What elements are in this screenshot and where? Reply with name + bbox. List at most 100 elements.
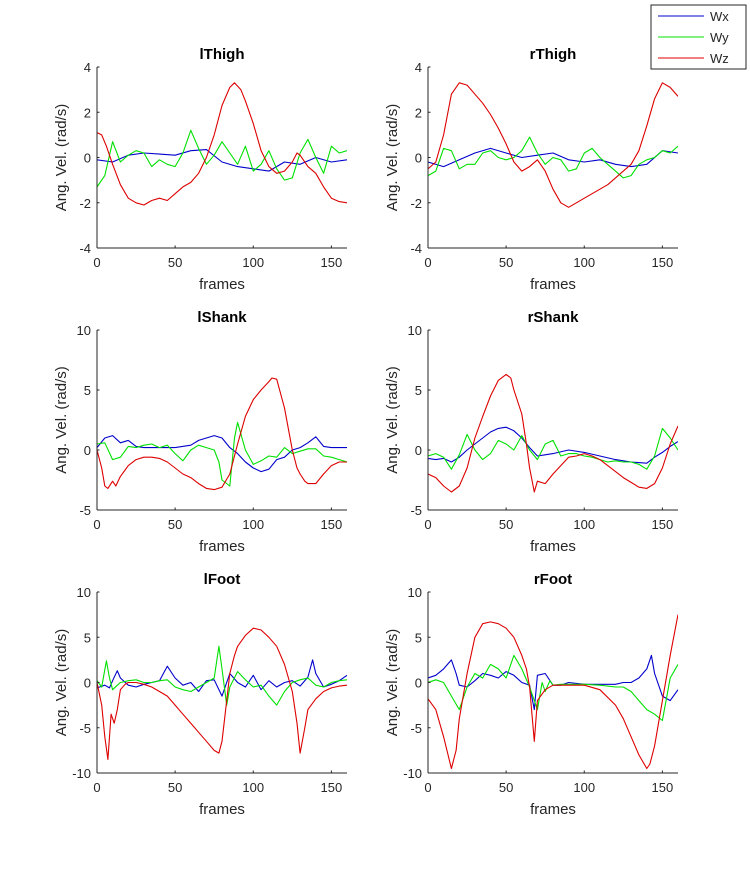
y-tick-label: -4 [79,241,91,256]
x-tick-label: 0 [93,255,100,270]
x-tick-label: 150 [321,517,343,532]
y-tick-label: 0 [415,676,422,691]
y-tick-label: -5 [79,503,91,518]
y-tick-label: -2 [79,196,91,211]
series-wy-line [428,654,678,722]
y-tick-label: -4 [410,241,422,256]
x-tick-label: 100 [573,255,595,270]
series-wx-line [97,435,347,473]
y-tick-label: 0 [84,151,91,166]
y-tick-label: -5 [79,721,91,736]
y-tick-label: 5 [84,383,91,398]
x-axis-label: frames [199,538,245,555]
series-wz-line [97,82,347,206]
y-tick-label: 2 [415,105,422,120]
series-wx-line [428,147,678,168]
x-axis-label: frames [199,801,245,818]
y-tick-label: 10 [408,323,422,338]
y-tick-label: 4 [415,60,422,75]
y-tick-label: 10 [77,585,91,600]
x-tick-label: 0 [93,780,100,795]
x-tick-label: 100 [242,517,264,532]
series-wy-line [428,427,678,470]
series-group [428,373,678,493]
legend-label-wz: Wz [710,51,729,66]
y-tick-label: -5 [410,721,422,736]
plot-rfoot: 0 50 100 150 -10 -5 0 5 10 rFoot frames Ang. Vel. (… [384,571,678,818]
legend-label-wx: Wx [710,9,729,24]
series-wy-line [97,129,347,188]
y-axis-label: Ang. Vel. (rad/s) [384,366,401,474]
series-group [97,82,347,206]
x-tick-label: 50 [168,517,182,532]
x-tick-label: 150 [321,255,343,270]
series-group [428,614,678,770]
x-tick-label: 50 [499,517,513,532]
x-tick-label: 0 [424,255,431,270]
plot-title: rThigh [530,46,577,63]
series-wz-line [97,627,347,760]
legend-label-wy: Wy [710,30,729,45]
y-tick-label: 5 [84,630,91,645]
plot-title: lThigh [200,46,245,63]
y-tick-label: 10 [408,585,422,600]
x-tick-label: 50 [168,780,182,795]
x-tick-label: 150 [652,517,674,532]
x-tick-label: 50 [499,255,513,270]
x-tick-label: 100 [573,780,595,795]
plot-title: rFoot [534,571,572,588]
plot-lfoot: 0 50 100 150 -10 -5 0 5 10 lFoot frames Ang. Vel. (… [53,571,347,818]
y-tick-label: -10 [72,766,91,781]
plot-rthigh: 0 50 100 150 -4 -2 0 2 4 rThigh frames Ang. Vel. (r… [384,46,678,293]
series-wz-line [428,82,678,208]
x-axis-label: frames [530,538,576,555]
y-axis-label: Ang. Vel. (rad/s) [53,104,70,212]
legend: Wx Wy Wz [650,4,747,70]
series-wz-line [428,614,678,770]
plot-title: rShank [528,309,580,326]
y-tick-label: 0 [415,443,422,458]
series-wx-line [428,654,678,711]
x-tick-label: 50 [499,780,513,795]
x-axis-label: frames [199,276,245,293]
x-tick-label: 0 [424,517,431,532]
y-tick-label: 0 [84,676,91,691]
plot-title: lShank [197,309,247,326]
plot-lthigh: 0 50 100 150 -4 -2 0 2 4 lThigh frames Ang. Vel. (r… [53,46,347,293]
x-tick-label: 0 [93,517,100,532]
y-tick-label: 0 [84,443,91,458]
series-wy-line [97,645,347,706]
series-group [97,627,347,760]
y-tick-label: -5 [410,503,422,518]
plot-title: lFoot [204,571,241,588]
x-axis-label: frames [530,801,576,818]
series-wz-line [97,377,347,491]
series-group [97,377,347,491]
series-wy-line [97,421,347,487]
y-axis-label: Ang. Vel. (rad/s) [53,629,70,737]
x-tick-label: 100 [573,517,595,532]
y-tick-label: 10 [77,323,91,338]
x-tick-label: 0 [424,780,431,795]
series-wx-line [97,659,347,697]
series-group [428,82,678,208]
x-tick-label: 100 [242,255,264,270]
y-tick-label: 4 [84,60,91,75]
series-wz-line [428,373,678,493]
x-axis-label: frames [530,276,576,293]
y-axis-label: Ang. Vel. (rad/s) [384,629,401,737]
x-tick-label: 100 [242,780,264,795]
y-tick-label: -2 [410,196,422,211]
series-wy-line [428,136,678,179]
y-axis-label: Ang. Vel. (rad/s) [384,104,401,212]
y-tick-label: 5 [415,630,422,645]
x-tick-label: 150 [652,255,674,270]
y-tick-label: 5 [415,383,422,398]
x-tick-label: 50 [168,255,182,270]
x-tick-label: 150 [321,780,343,795]
y-tick-label: 0 [415,151,422,166]
y-axis-label: Ang. Vel. (rad/s) [53,366,70,474]
